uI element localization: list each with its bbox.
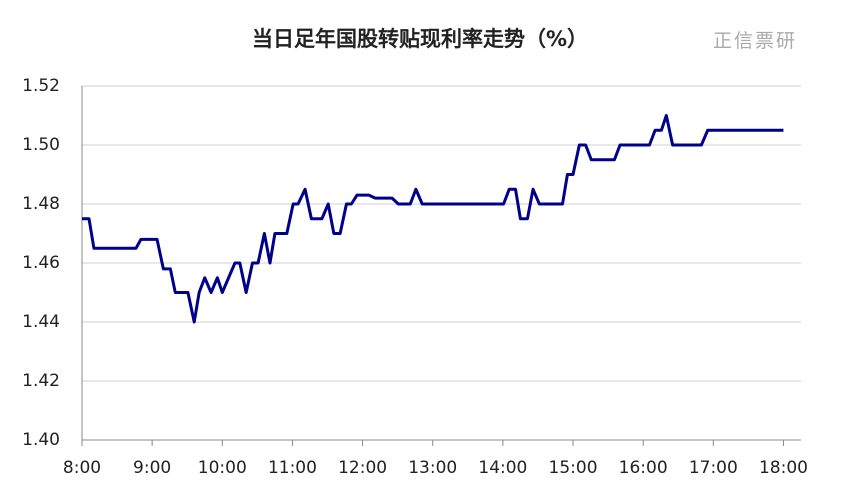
y-tick-label: 1.50 <box>22 135 60 155</box>
y-tick-label: 1.48 <box>22 194 60 214</box>
watermark: 正信票研 <box>713 30 797 52</box>
x-tick-label: 16:00 <box>619 458 668 478</box>
x-tick-label: 10:00 <box>198 458 247 478</box>
y-tick-label: 1.44 <box>22 312 60 332</box>
line-series <box>82 114 784 324</box>
x-tick-label: 8:00 <box>63 458 101 478</box>
y-tick-label: 1.42 <box>22 371 60 391</box>
x-tick-label: 11:00 <box>268 458 317 478</box>
x-tick-label: 9:00 <box>133 458 171 478</box>
x-tick-label: 18:00 <box>759 458 808 478</box>
x-tick-label: 17:00 <box>689 458 738 478</box>
x-tick-label: 14:00 <box>478 458 527 478</box>
x-tick-label: 13:00 <box>408 458 457 478</box>
x-tick-label: 12:00 <box>338 458 387 478</box>
y-tick-label: 1.52 <box>22 76 60 96</box>
x-tick-label: 15:00 <box>549 458 598 478</box>
y-tick-label: 1.40 <box>22 430 60 450</box>
chart-title: 当日足年国股转贴现利率走势（%） <box>252 27 588 51</box>
y-tick-label: 1.46 <box>22 253 60 273</box>
